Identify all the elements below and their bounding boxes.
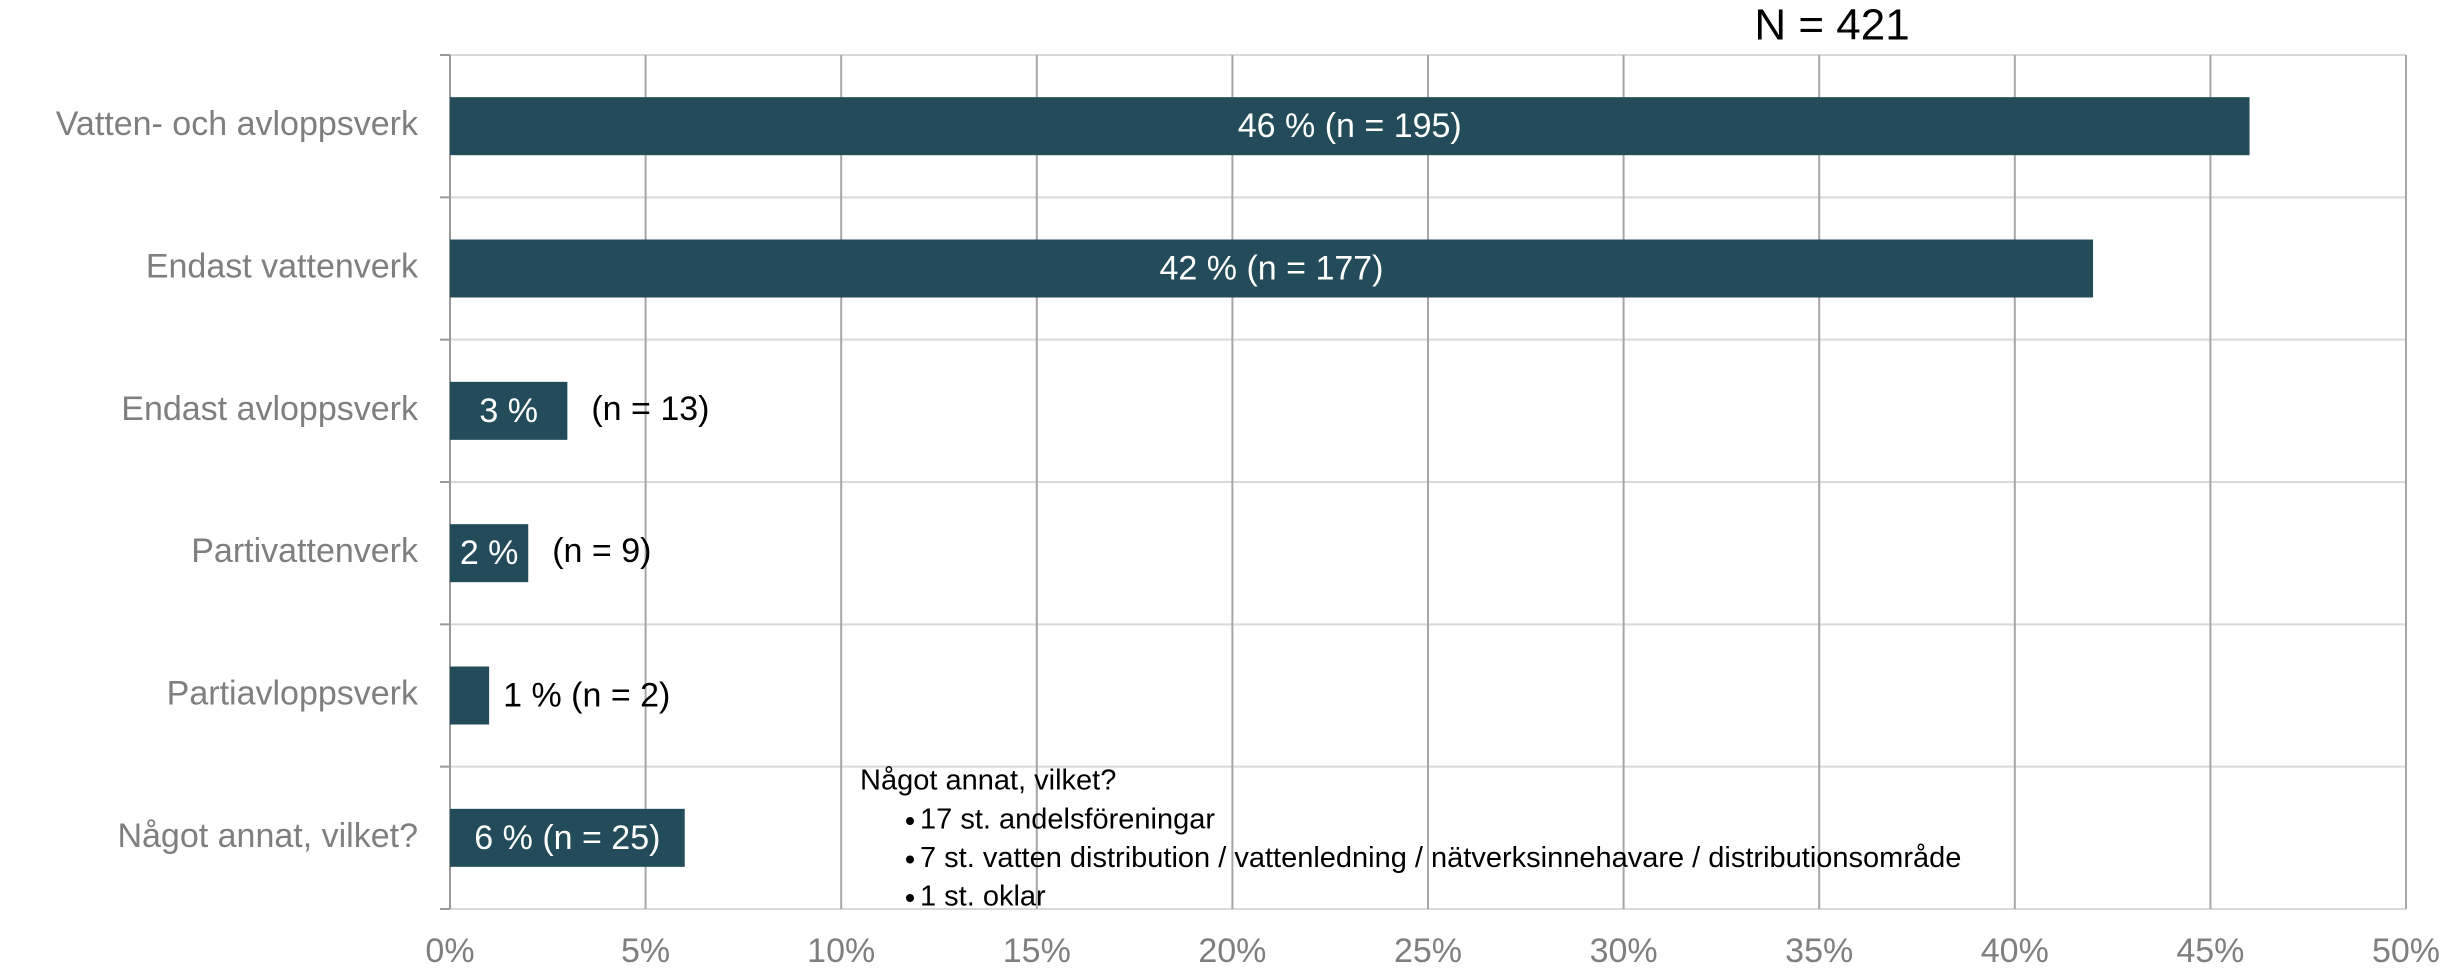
bar [450,808,685,867]
annotation-item: 7 st. vatten distribution / vattenlednin… [920,842,1961,874]
y-tick-label: Endast avloppsverk [121,390,419,428]
x-tick-label: 45% [2176,932,2244,969]
x-tick-label: 30% [1590,932,1658,969]
x-tick-label: 0% [425,932,474,969]
data-label: 6 % (n = 25) [474,819,660,857]
bar [450,97,2250,156]
y-tick-label: Partivattenverk [191,532,419,570]
data-label: 46 % (n = 195) [1238,107,1462,145]
bar [450,239,2094,298]
bar [450,524,529,583]
annotation-title: Något annat, vilket? [860,765,1116,797]
data-label: 42 % (n = 177) [1160,249,1384,287]
bar [450,381,568,440]
data-label: (n = 13) [591,390,709,428]
bullet [906,894,914,902]
x-tick-label: 50% [2372,932,2440,969]
annotation-item: 17 st. andelsföreningar [920,804,1215,836]
data-label: 1 % (n = 2) [503,676,670,714]
y-tick-label: Endast vattenverk [146,247,419,285]
chart-title: N = 421 [1754,1,1909,50]
x-tick-label: 40% [1981,932,2049,969]
annotation-item: 1 st. oklar [920,881,1046,913]
x-tick-label: 15% [1003,932,1071,969]
y-tick-label: Partiavloppsverk [167,674,419,712]
x-tick-label: 35% [1785,932,1853,969]
data-label: 3 % [479,392,538,430]
x-tick-label: 10% [807,932,875,969]
x-tick-label: 5% [621,932,670,969]
x-tick-label: 25% [1394,932,1462,969]
bullet [906,855,914,864]
data-label: (n = 9) [552,532,651,570]
y-tick-label: Något annat, vilket? [117,817,418,855]
x-tick-label: 20% [1198,932,1266,969]
y-tick-label: Vatten- och avloppsverk [56,105,419,143]
bar [450,666,490,725]
bullet [906,817,914,825]
data-label: 2 % [460,534,519,572]
